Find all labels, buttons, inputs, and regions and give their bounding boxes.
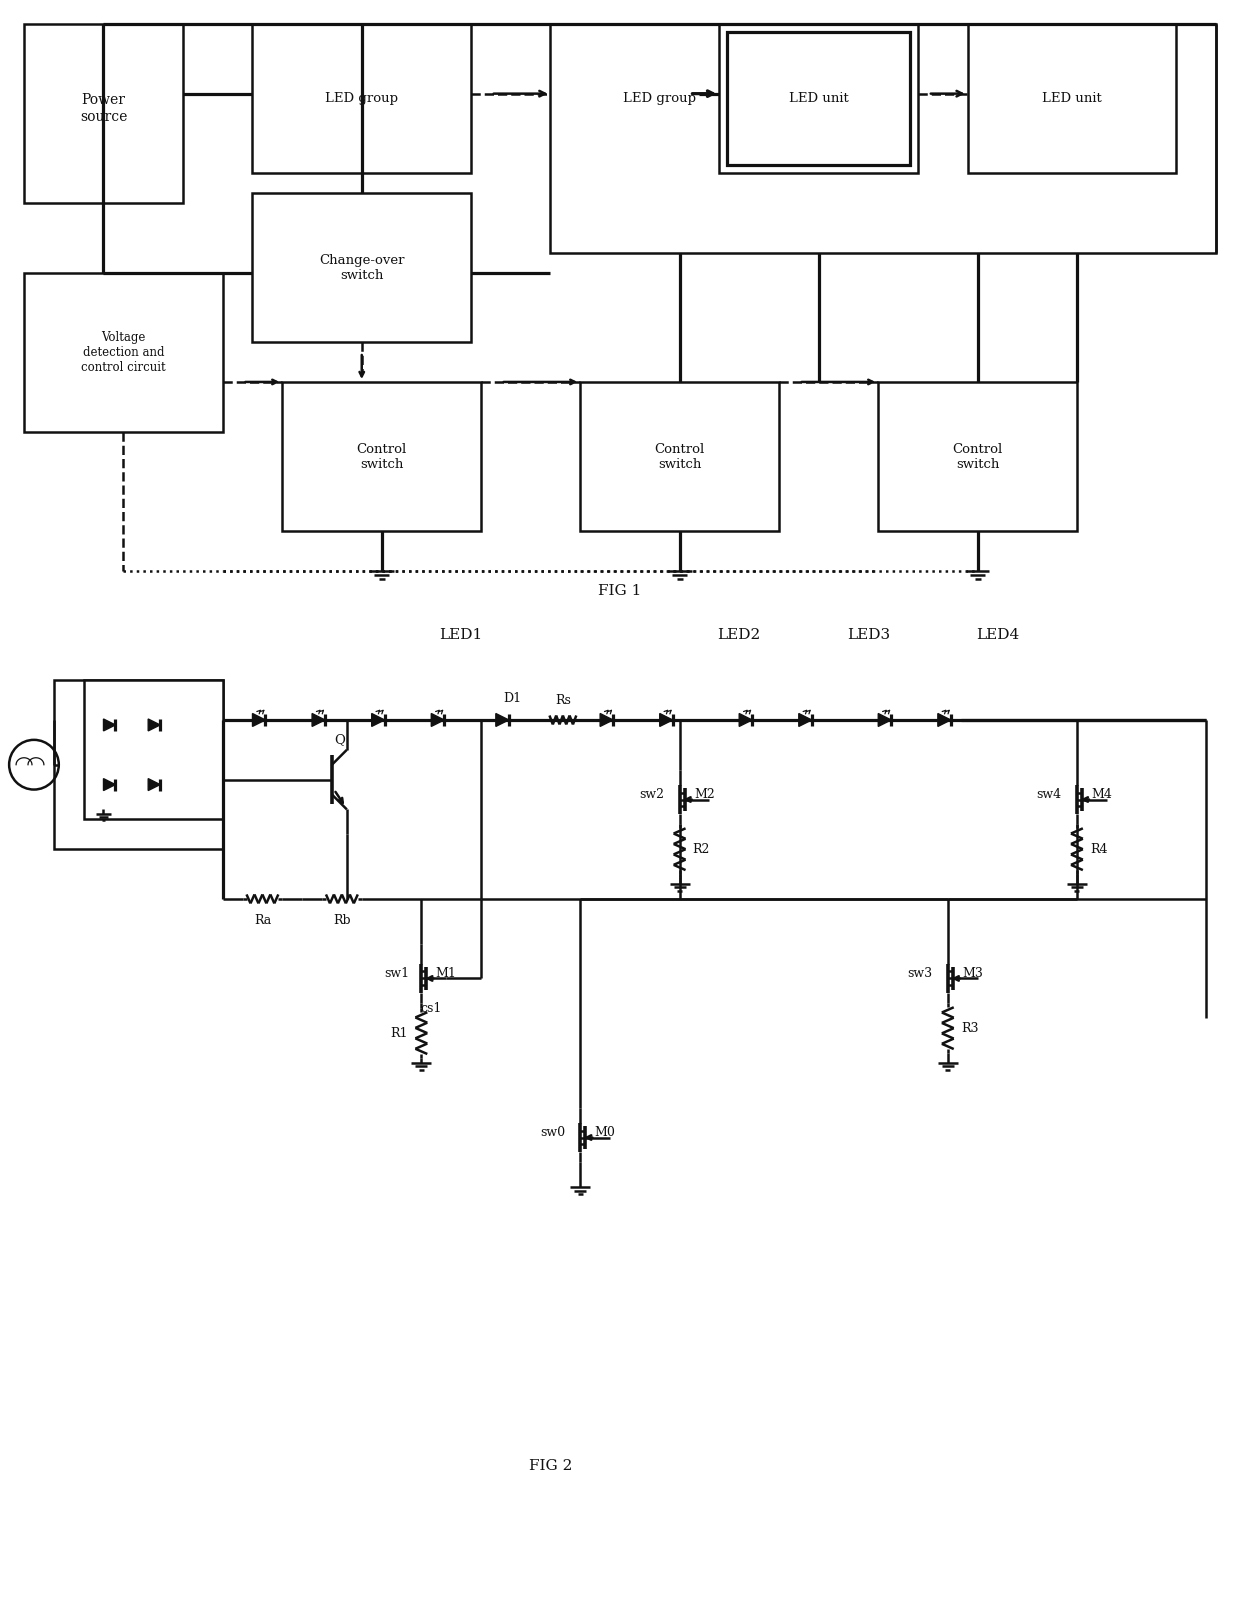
Text: Rs: Rs xyxy=(556,694,572,707)
Text: LED unit: LED unit xyxy=(789,93,848,106)
Text: Rb: Rb xyxy=(334,915,351,927)
Text: Change-over
switch: Change-over switch xyxy=(319,254,404,281)
Text: Voltage
detection and
control circuit: Voltage detection and control circuit xyxy=(81,331,166,374)
Text: R3: R3 xyxy=(961,1022,978,1035)
Bar xyxy=(253,24,471,173)
Text: M0: M0 xyxy=(595,1126,615,1138)
Polygon shape xyxy=(312,713,325,726)
Text: Control
switch: Control switch xyxy=(655,443,704,470)
Bar xyxy=(24,272,223,432)
Text: Q: Q xyxy=(335,734,345,747)
Polygon shape xyxy=(149,779,160,790)
Bar xyxy=(24,24,184,203)
Text: Control
switch: Control switch xyxy=(356,443,407,470)
Polygon shape xyxy=(149,720,160,731)
Polygon shape xyxy=(432,713,444,726)
Bar xyxy=(967,24,1177,173)
Text: sw0: sw0 xyxy=(539,1126,565,1138)
Bar xyxy=(253,193,471,342)
Text: FIG 2: FIG 2 xyxy=(528,1458,572,1473)
Text: sw4: sw4 xyxy=(1037,788,1061,801)
Text: Control
switch: Control switch xyxy=(952,443,1003,470)
Polygon shape xyxy=(103,720,115,731)
Polygon shape xyxy=(799,713,812,726)
Text: sw3: sw3 xyxy=(908,967,932,980)
Bar xyxy=(53,680,223,849)
Bar xyxy=(83,680,223,819)
Text: cs1: cs1 xyxy=(420,1003,441,1015)
Text: M2: M2 xyxy=(694,788,714,801)
Polygon shape xyxy=(496,713,508,726)
Bar xyxy=(878,382,1076,531)
Polygon shape xyxy=(937,713,951,726)
Bar xyxy=(551,24,1216,253)
Text: LED group: LED group xyxy=(325,93,398,106)
Bar xyxy=(283,382,481,531)
Bar xyxy=(728,32,910,165)
Text: LED3: LED3 xyxy=(847,628,890,643)
Polygon shape xyxy=(600,713,613,726)
Bar xyxy=(719,24,918,173)
Polygon shape xyxy=(372,713,384,726)
Text: LED4: LED4 xyxy=(976,628,1019,643)
Text: sw2: sw2 xyxy=(640,788,665,801)
Polygon shape xyxy=(739,713,753,726)
Text: FIG 1: FIG 1 xyxy=(599,584,641,598)
Polygon shape xyxy=(878,713,892,726)
Bar xyxy=(580,382,779,531)
Text: sw1: sw1 xyxy=(384,967,409,980)
Text: Ra: Ra xyxy=(254,915,272,927)
Text: LED2: LED2 xyxy=(718,628,761,643)
Text: R4: R4 xyxy=(1090,843,1107,855)
Text: LED1: LED1 xyxy=(439,628,482,643)
Text: LED unit: LED unit xyxy=(1042,93,1102,106)
Text: M1: M1 xyxy=(435,967,456,980)
Text: D1: D1 xyxy=(503,692,522,705)
Polygon shape xyxy=(103,779,115,790)
Text: R1: R1 xyxy=(391,1027,408,1039)
Text: R2: R2 xyxy=(693,843,711,855)
Polygon shape xyxy=(253,713,265,726)
Text: M3: M3 xyxy=(962,967,983,980)
Text: LED group: LED group xyxy=(624,93,696,106)
Text: M4: M4 xyxy=(1091,788,1112,801)
Text: Power
source: Power source xyxy=(79,93,128,123)
Polygon shape xyxy=(660,713,672,726)
